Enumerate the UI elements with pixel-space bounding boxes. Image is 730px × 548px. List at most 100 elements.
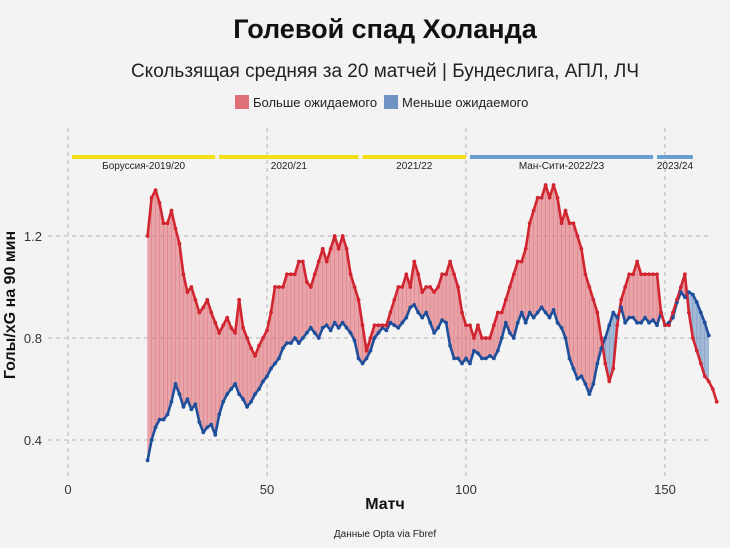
goals-point [324,259,329,264]
goals-point [503,297,508,302]
goals-point [702,374,707,379]
goals-point [476,323,480,328]
xg-point [706,333,711,338]
xg-point [424,310,429,315]
goals-point [396,285,401,289]
xg-point [515,320,520,325]
goals-point [185,290,190,294]
goals-point [384,323,389,328]
goals-point [273,285,277,289]
xg-point [253,392,257,396]
over-area-segment [533,197,538,319]
xg-point [213,433,218,437]
over-area-segment [191,286,196,411]
goals-point [683,272,687,277]
goals-point [571,221,576,226]
goals-point [527,221,532,226]
goals-point [698,361,703,366]
goals-point [643,272,647,277]
goals-point [197,310,202,315]
goals-point [428,285,433,289]
goals-point [189,285,194,289]
goals-point [587,285,592,289]
goals-point [539,195,544,200]
xg-point [507,331,512,335]
goals-point [336,246,341,251]
goals-point [591,297,596,302]
over-area-segment [553,184,558,323]
goals-point [424,285,429,289]
goals-point [651,272,655,277]
goals-point [225,315,230,320]
legend-over-swatch [235,95,249,109]
xg-point [468,361,472,366]
goals-point [710,387,715,391]
xg-point [428,320,433,325]
xg-point [623,320,628,325]
xg-point [269,366,273,371]
xg-point [690,292,695,297]
xg-point [352,338,357,343]
xg-point [312,331,317,335]
xg-point [452,356,456,361]
chart-title: Голевой спад Холанда [233,14,537,44]
xg-point [273,361,277,366]
xg-point [340,320,345,325]
goals-point [440,272,445,277]
xg-point [201,430,206,435]
x-tick-label: 150 [654,482,676,497]
goals-point [484,336,488,340]
goals-point [209,310,214,315]
xg-point [181,404,186,409]
goals-point [515,259,520,264]
xg-point [392,323,397,328]
xg-point [607,323,612,328]
xg-point [635,320,640,325]
goals-point [523,246,528,251]
xg-point [432,331,437,335]
goals-point [491,323,496,328]
goals-point [288,272,293,277]
goals-point [416,272,421,277]
goals-point [316,259,321,264]
over-area-segment [648,274,654,324]
goals-point [356,297,361,302]
goals-point [281,285,285,289]
legend-under-swatch [384,95,398,109]
goals-point [507,285,512,289]
goals-point [392,297,397,302]
xg-point [472,348,476,353]
over-area-segment [569,223,574,369]
goals-point [452,272,456,277]
xg-point [551,308,556,312]
xg-point [249,399,253,404]
xg-point [193,402,198,407]
xg-point [555,320,560,325]
over-area-segment [151,189,156,441]
goals-point [480,336,484,340]
goals-point [464,323,468,328]
over-area-segment [306,281,312,334]
xg-point [491,356,496,361]
xg-point [177,392,182,396]
goals-point [559,221,564,226]
xg-line [146,290,711,461]
goals-point [563,208,568,213]
xg-point [583,382,588,386]
goals-point [408,285,413,289]
goals-point [436,285,441,289]
goals-point [372,323,377,328]
xg-point [639,320,644,325]
goals-point [663,323,667,328]
goals-point [165,221,170,226]
over-area-segment [441,274,447,324]
area-fills [147,184,710,461]
xg-point [611,310,616,315]
xg-point [595,361,600,366]
xg-point [643,315,647,320]
over-area-segment [167,210,172,415]
over-area-segment [577,235,582,380]
xg-point [464,356,468,361]
xg-point [404,315,409,320]
season-label: 2020/21 [271,161,308,172]
